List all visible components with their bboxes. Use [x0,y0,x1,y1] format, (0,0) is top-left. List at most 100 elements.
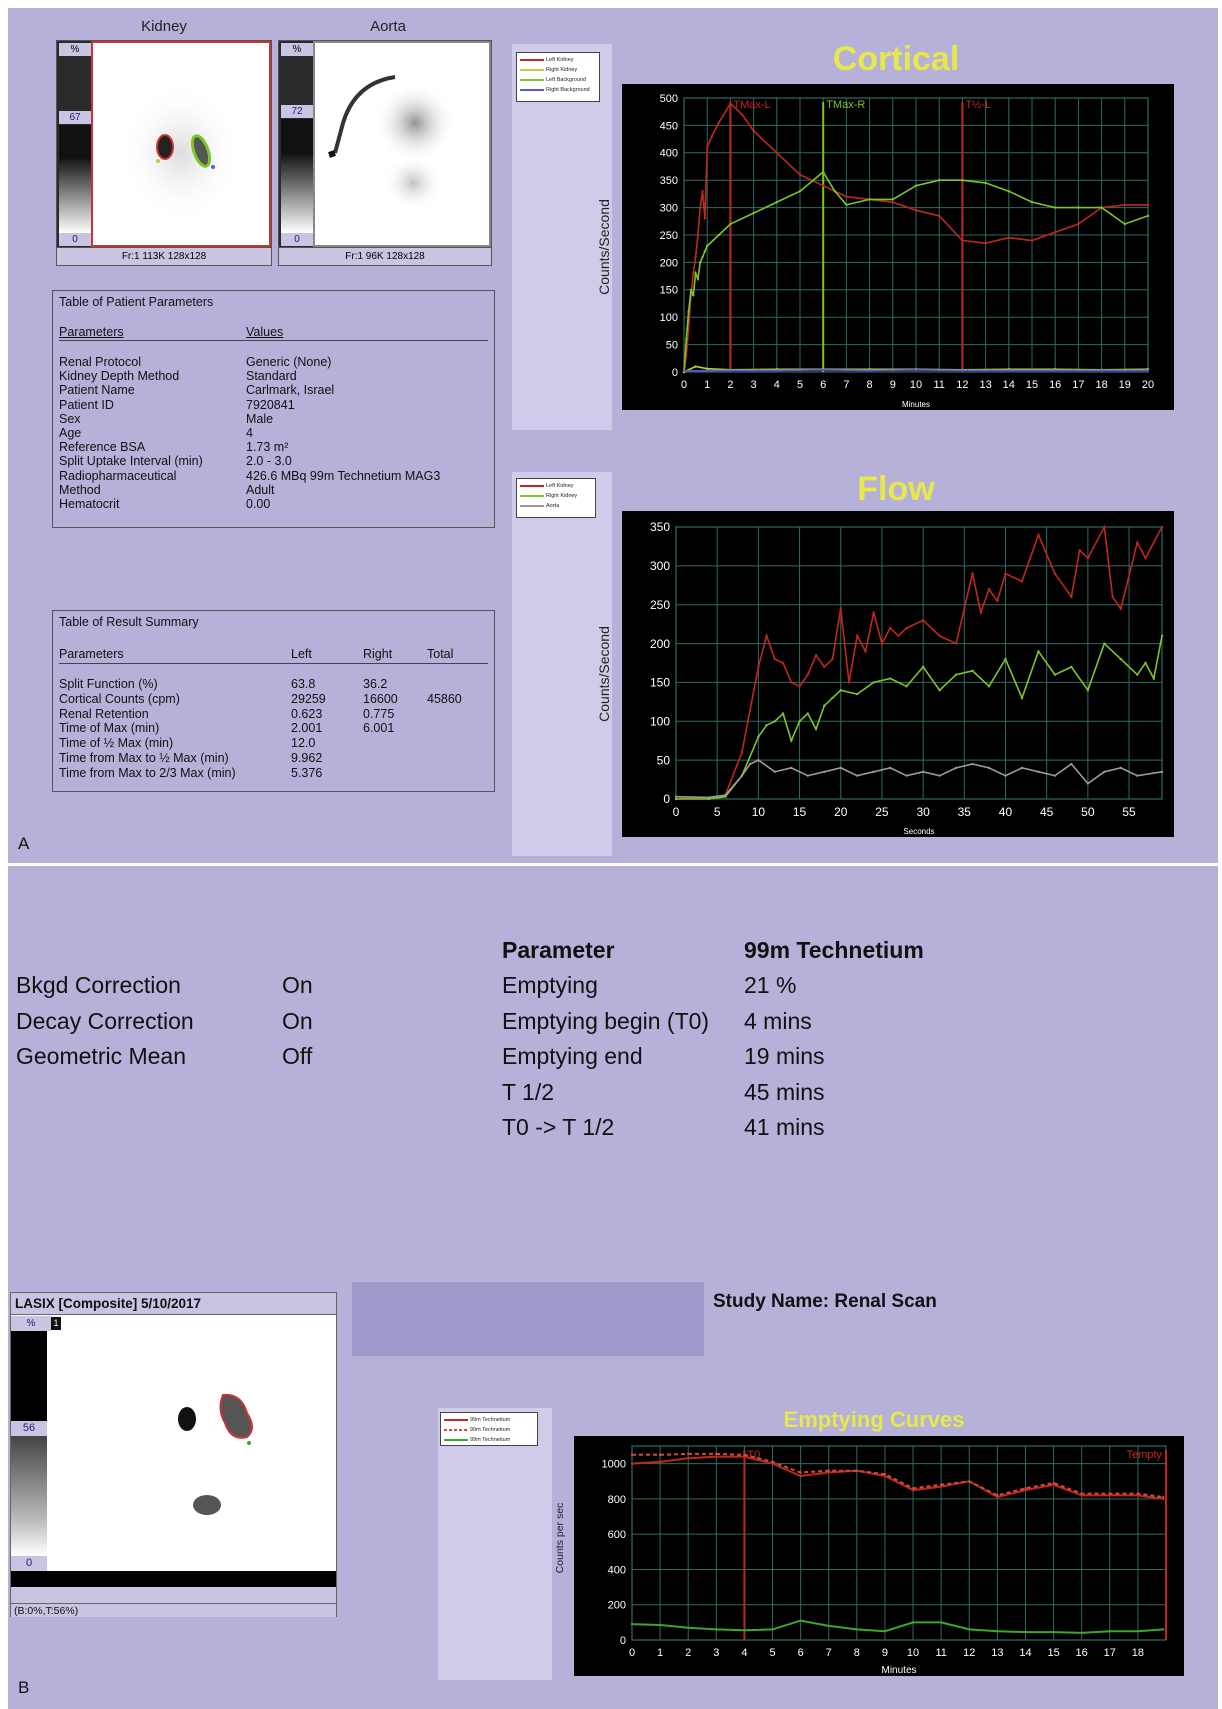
data-point [971,762,974,766]
cortical-chart[interactable]: 0 1 2 3 4 5 6 7 8 9 10 11 12 13 14 15 16 17 18 19 2005010015… [622,84,1174,410]
aorta-scan-image[interactable] [313,41,491,247]
result-summary-table: Table of Result Summary Parameters Left … [52,610,495,792]
aorta-image-viewer[interactable]: % 72 0 Fr:1 96K 128x128 [278,40,492,266]
scale-percent-label: % [59,43,91,56]
data-point [1030,239,1034,242]
data-point [703,250,707,253]
scale-max-value: 72 [281,105,313,118]
data-point [729,369,732,372]
x-tick-label: 4 [774,379,780,391]
annotation-label: Tempty [1127,1449,1163,1461]
x-tick-label: 17 [1104,1647,1116,1659]
table-row: Hematocrit 0.00 [59,497,488,512]
data-point [1080,1494,1083,1497]
data-point [1100,206,1103,209]
data-point [687,1626,690,1629]
data-point [1078,549,1081,552]
data-point [822,170,825,174]
data-point [891,198,894,201]
total-value: 45860 [427,691,462,706]
x-tick-label: 11 [933,379,944,391]
data-point [658,1623,662,1627]
flow-chart[interactable]: 0 5 10 15 20 25 30 35 40 45 50 55 0 50 100 150 200 250 300… [622,511,1174,837]
x-tick-label: 35 [958,805,972,819]
emptying-chart[interactable]: 0 1 2 3 4 5 6 7 8 9 10 11 12 13 14 15 16 17 18020040060080… [574,1436,1184,1676]
data-point [674,795,678,798]
parameter-name: Time of ½ Max (min) [59,736,174,751]
data-point [1136,1629,1140,1633]
data-point [905,774,908,777]
kidney-scan-image[interactable] [91,41,271,247]
setting-value: Off [282,1043,313,1069]
x-tick-label: 13 [979,379,991,391]
data-point [954,642,958,645]
legend-item: Aorta [520,502,592,510]
lasix-image-footer: (B:0%,T:56%) [11,1603,336,1617]
data-point [729,222,732,226]
parameter-value: 4 mins [744,1007,812,1034]
annotation-label: T½-L [965,99,991,111]
data-point [748,762,752,766]
left-value: 63.8 [291,677,316,691]
lasix-image-viewer[interactable]: LASIX [Composite] 5/10/2017 % 1 56 0 (B:… [10,1292,337,1617]
data-point [880,642,884,645]
x-tick-label: 9 [890,379,896,391]
parameter-column-header: Parameter [502,937,615,963]
parameter-name: Time from Max to ½ Max (min) [59,751,229,765]
x-tick-label: 8 [867,379,873,391]
table-row: Time of Max (min) 2.001 6.001 [59,721,488,736]
grayscale-bar [281,119,313,233]
data-point [1054,206,1057,209]
data-point [692,294,695,297]
data-point [740,751,744,754]
x-tick-label: 16 [1076,1647,1088,1659]
x-tick-label: 10 [907,1647,919,1659]
column-header-parameters: Parameters [59,647,124,661]
y-tick-label: 350 [660,175,678,187]
data-point [715,1455,718,1458]
legend-swatch [520,89,544,91]
data-point [658,1460,662,1464]
data-point [1077,222,1080,226]
data-point [1007,369,1010,372]
data-point [822,184,825,187]
data-point [822,368,825,372]
x-axis-label: Minutes [902,400,930,409]
legend-label: Left Kidney [546,57,574,63]
series-line [676,635,1163,800]
parameter-name: T 1/2 [502,1078,554,1105]
data-point [1144,556,1147,560]
parameter-value: 0.00 [246,497,271,511]
emptying-chart-title: Emptying Curves [783,1407,965,1432]
data-point [1119,766,1123,770]
data-point [1111,595,1114,599]
lasix-image-title: LASIX [Composite] 5/10/2017 [11,1293,336,1315]
data-point [740,113,744,116]
data-point [1146,369,1150,372]
legend-item: Left Kidney [520,482,592,490]
y-tick-label: 300 [650,559,670,573]
column-header-total: Total [427,647,454,661]
x-tick-label: 15 [1047,1647,1059,1659]
data-point [856,634,859,637]
emptying-legend: 99m Technetium 99m Technetium 99m Techneti… [440,1412,538,1446]
data-point [1123,222,1126,226]
data-point [827,1469,830,1472]
legend-swatch [444,1439,468,1441]
data-point [911,1488,915,1492]
data-point [961,239,964,242]
data-point [914,209,918,212]
cortical-legend-strip: Left Kidney Right Kidney Left Background Ri… [512,44,612,430]
legend-item: Right Kidney [520,492,592,500]
isotope-column-header: 99m Technetium [744,937,924,963]
kidney-image-viewer[interactable]: % 67 0 Fr:1 113K 128x128 [56,40,272,266]
data-point [831,696,834,700]
kidney-color-scale: % 67 0 [59,43,91,246]
legend-swatch [520,485,544,487]
data-point [987,766,991,770]
legend-label: Left Kidney [546,483,574,489]
data-point [914,368,918,372]
table-row: Renal Retention 0.623 0.775 [59,707,488,722]
parameter-value: 7920841 [246,397,295,412]
parameter-value: Male [246,411,274,426]
